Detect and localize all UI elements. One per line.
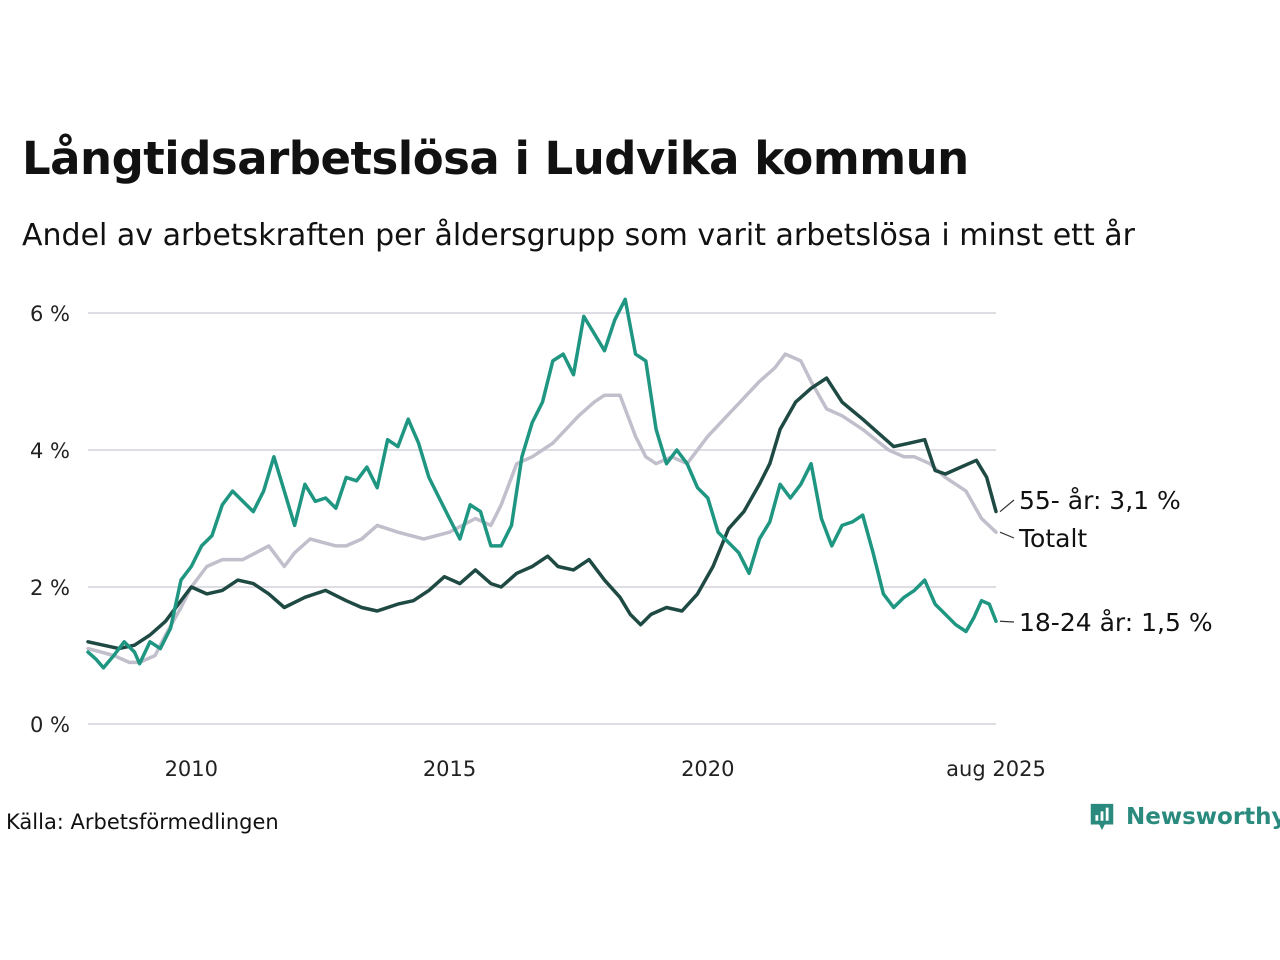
y-tick-label: 0 % (30, 713, 70, 737)
x-tick-label: 2020 (681, 757, 734, 781)
end-labels: Totalt 55- år: 3,1 % 18-24 år: 1,5 % (999, 486, 1213, 637)
series-line-totalt (86, 352, 998, 665)
series-lines (86, 297, 998, 670)
leader-line (999, 620, 1015, 623)
x-tick-label: 2010 (165, 757, 218, 781)
end-label-age55: 55- år: 3,1 % (1019, 486, 1181, 515)
source-note: Källa: Arbetsförmedlingen (6, 810, 279, 834)
y-tick-label: 6 % (30, 302, 70, 326)
chart-title: Långtidsarbetslösa i Ludvika kommun (22, 132, 969, 185)
series-line-age55 (86, 376, 998, 651)
x-axis-ticks: 2010 2015 2020 aug 2025 (165, 757, 1046, 781)
y-axis-ticks: 0 % 2 % 4 % 6 % (30, 302, 70, 737)
newsworthy-logo[interactable]: Newsworthy (1088, 802, 1280, 832)
leader-line (999, 499, 1015, 513)
chart-subtitle: Andel av arbetskraften per åldersgrupp s… (22, 218, 1135, 253)
y-tick-label: 4 % (30, 439, 70, 463)
x-tick-label: aug 2025 (946, 757, 1046, 781)
leader-line (999, 531, 1015, 539)
x-tick-label: 2015 (423, 757, 476, 781)
series-line-age18_24 (86, 297, 998, 670)
end-label-age18_24: 18-24 år: 1,5 % (1019, 608, 1213, 637)
newsworthy-logo-icon (1090, 803, 1114, 831)
newsworthy-logo-text: Newsworthy (1126, 804, 1280, 830)
end-label-totalt: Totalt (1018, 524, 1087, 553)
y-tick-label: 2 % (30, 576, 70, 600)
